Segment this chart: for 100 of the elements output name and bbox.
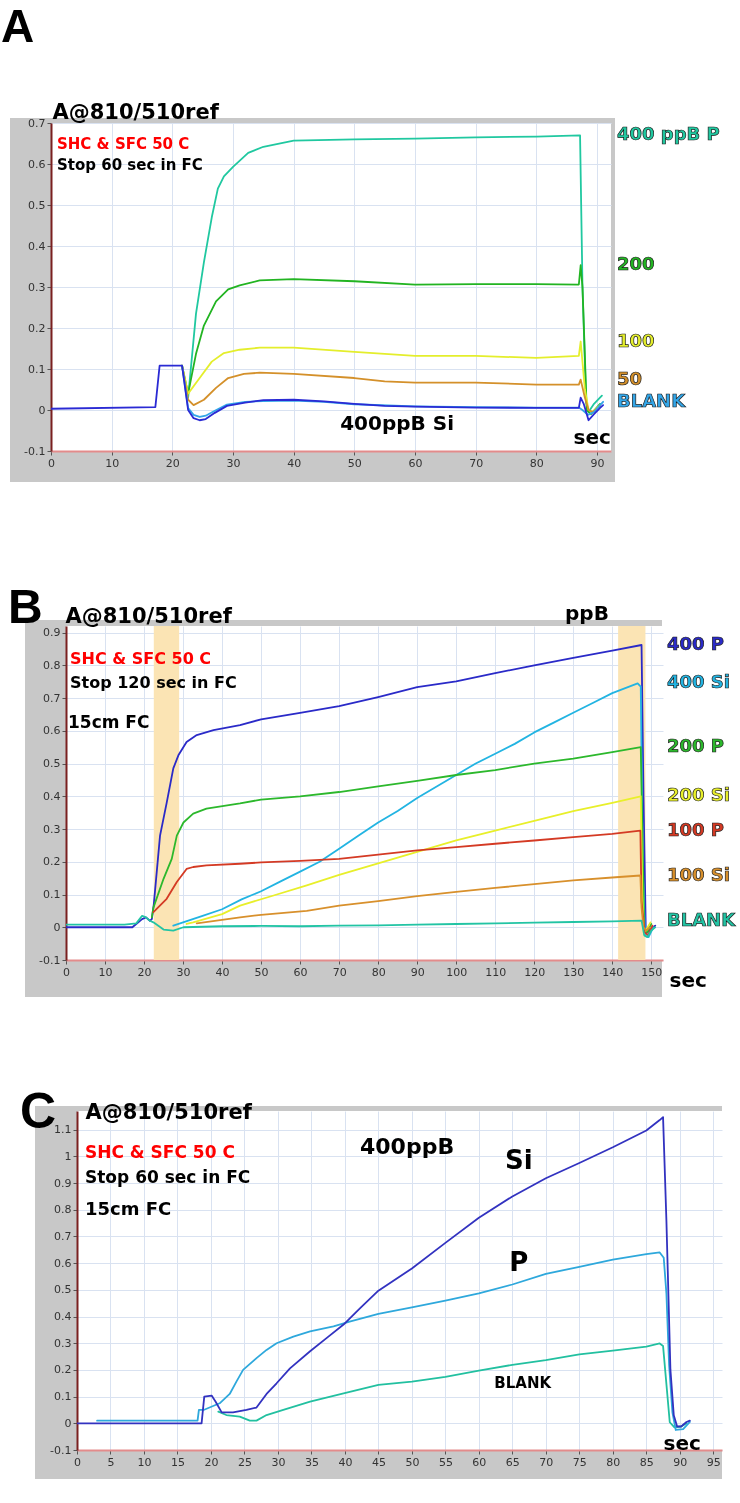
y-tick-label: 0.4 xyxy=(43,789,61,803)
y-tick-label: 0.7 xyxy=(43,691,61,705)
x-axis-title: sec xyxy=(663,1430,701,1455)
x-tick-label: 50 xyxy=(347,456,362,470)
x-tick-label: 75 xyxy=(572,1455,587,1469)
x-axis-title: sec xyxy=(669,967,707,992)
series-label: 100 P xyxy=(667,818,725,840)
y-tick-label: 0.1 xyxy=(54,1390,72,1404)
x-tick-label: 0 xyxy=(74,1455,81,1469)
x-tick-label: 80 xyxy=(371,965,386,979)
y-tick-label: 0.2 xyxy=(28,321,46,335)
line-series xyxy=(66,914,657,938)
x-axis-title: sec xyxy=(573,424,611,449)
annotation: SHC & SFC 50 C xyxy=(70,649,212,668)
y-tick-label: 0.4 xyxy=(54,1310,72,1324)
x-tick-label: 70 xyxy=(332,965,347,979)
y-axis-title: A@810/510ref xyxy=(85,1099,253,1124)
line-series xyxy=(195,874,651,932)
x-tick-label: 5 xyxy=(107,1455,115,1469)
x-tick-label: 40 xyxy=(287,456,302,470)
series-label: 100 xyxy=(617,329,655,351)
series-label: BLANK xyxy=(617,389,687,411)
y-tick-label: 0.5 xyxy=(54,1283,72,1297)
series-label: 400 Si xyxy=(667,671,730,693)
annotation: SHC & SFC 50 C xyxy=(57,135,190,153)
y-axis-title: A@810/510ref xyxy=(65,603,233,628)
x-tick-label: 120 xyxy=(524,965,546,979)
y-tick-label: -0.1 xyxy=(24,444,46,458)
y-tick-label: 0.3 xyxy=(28,280,46,294)
y-tick-label: 1.1 xyxy=(54,1123,72,1137)
x-tick-label: 130 xyxy=(563,965,585,979)
x-tick-label: 60 xyxy=(408,456,423,470)
x-tick-label: 20 xyxy=(204,1455,219,1469)
annotation: Stop 60 sec in FC xyxy=(85,1167,251,1187)
x-tick-label: 85 xyxy=(639,1455,654,1469)
line-series xyxy=(181,340,601,413)
x-tick-label: 95 xyxy=(706,1455,721,1469)
annotation: SHC & SFC 50 C xyxy=(85,1142,235,1162)
text: ppB xyxy=(565,601,609,625)
line-series xyxy=(217,1342,688,1429)
x-tick-label: 150 xyxy=(641,965,663,979)
y-tick-label: 0 xyxy=(64,1416,72,1430)
x-tick-label: 10 xyxy=(98,965,113,979)
annotation: 15cm FC xyxy=(68,712,150,732)
line-series xyxy=(185,795,652,935)
x-tick-label: 90 xyxy=(410,965,425,979)
x-tick-label: 10 xyxy=(105,456,120,470)
x-tick-label: 110 xyxy=(485,965,507,979)
x-tick-label: 80 xyxy=(606,1455,621,1469)
annotation: 15cm FC xyxy=(85,1198,172,1219)
annotation: Stop 120 sec in FC xyxy=(70,673,237,692)
x-tick-label: 20 xyxy=(165,456,180,470)
x-tick-label: 90 xyxy=(673,1455,688,1469)
y-tick-label: 1 xyxy=(64,1149,72,1163)
y-tick-label: 0.9 xyxy=(43,626,61,640)
y-tick-label: 0.4 xyxy=(28,239,46,253)
y-tick-label: -0.1 xyxy=(39,953,61,967)
annotation: Stop 60 sec in FC xyxy=(57,156,203,174)
x-tick-label: 70 xyxy=(469,456,484,470)
series-label: 400ppB Si xyxy=(340,411,455,436)
line-series xyxy=(96,1251,691,1431)
annotation: 400ppB xyxy=(360,1134,455,1159)
chart-title: A xyxy=(1,0,35,52)
y-tick-label: 0.8 xyxy=(54,1203,72,1217)
x-tick-label: 55 xyxy=(438,1455,453,1469)
x-tick-label: 15 xyxy=(170,1455,185,1469)
x-tick-label: 90 xyxy=(590,456,605,470)
x-tick-label: 40 xyxy=(338,1455,353,1469)
y-tick-label: 0.9 xyxy=(54,1176,72,1190)
y-tick-label: 0.5 xyxy=(28,198,46,212)
x-tick-label: 40 xyxy=(215,965,230,979)
y-tick-label: 0.7 xyxy=(28,116,46,130)
y-tick-label: 0.6 xyxy=(54,1256,72,1270)
y-tick-label: 0.8 xyxy=(43,658,61,672)
x-tick-label: 30 xyxy=(226,456,241,470)
y-tick-label: 0.6 xyxy=(43,724,61,738)
y-tick-label: 0.5 xyxy=(43,757,61,771)
x-tick-label: 30 xyxy=(176,965,191,979)
x-tick-label: 60 xyxy=(293,965,308,979)
x-tick-label: 30 xyxy=(271,1455,286,1469)
y-tick-label: 0.7 xyxy=(54,1229,72,1243)
y-tick-label: 0.6 xyxy=(28,157,46,171)
x-tick-label: 20 xyxy=(137,965,152,979)
series-label: 100 Si xyxy=(667,863,730,885)
series-label: 400 P xyxy=(667,632,725,654)
x-tick-label: 60 xyxy=(472,1455,487,1469)
x-tick-label: 100 xyxy=(446,965,468,979)
x-tick-label: 140 xyxy=(602,965,624,979)
y-tick-label: 0.1 xyxy=(28,362,46,376)
y-tick-label: 0.2 xyxy=(54,1363,72,1377)
text: 400 ppB P xyxy=(617,123,720,145)
series-label: 200 Si xyxy=(667,784,730,806)
line-series xyxy=(150,746,653,934)
series-label: BLANK xyxy=(494,1373,553,1392)
x-tick-label: 80 xyxy=(529,456,544,470)
x-tick-label: 45 xyxy=(371,1455,386,1469)
y-tick-label: -0.1 xyxy=(50,1443,72,1457)
series-label: 200 xyxy=(617,253,655,275)
series-label: 200 P xyxy=(667,735,725,757)
x-tick-label: 25 xyxy=(237,1455,252,1469)
